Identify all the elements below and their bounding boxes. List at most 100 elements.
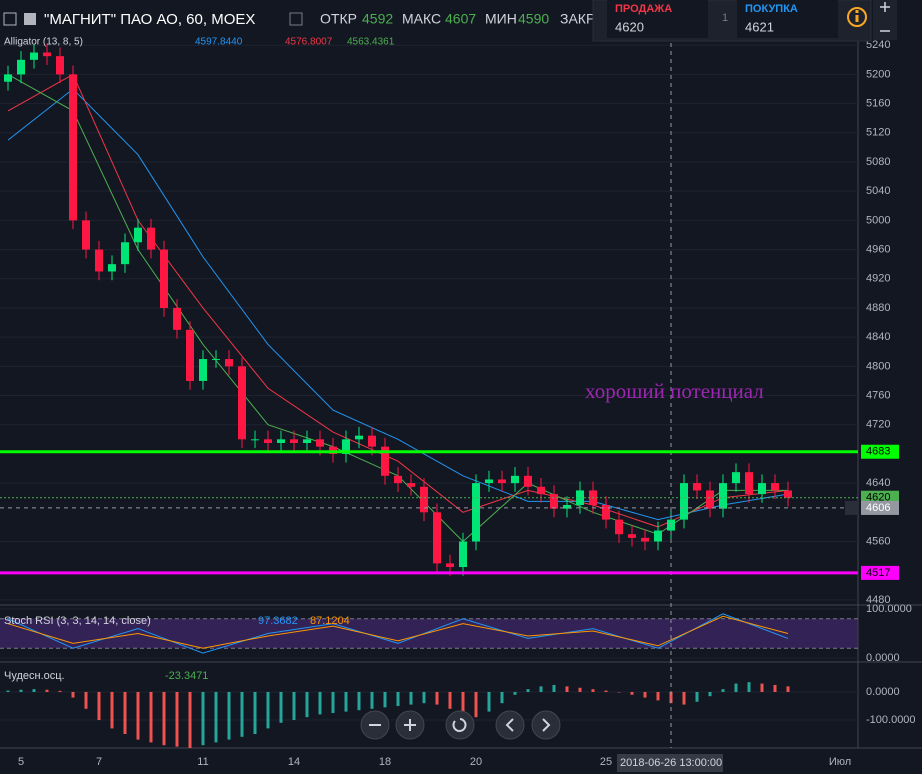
sell-label[interactable]: ПРОДАЖА [615, 3, 672, 15]
oscillator-bar [786, 686, 790, 692]
candle-body [550, 494, 558, 509]
scroll-right-button[interactable] [531, 710, 561, 740]
candle-body [121, 242, 129, 265]
sell-button[interactable] [607, 0, 708, 38]
oscillator-bar [747, 682, 751, 692]
buy-label[interactable]: ПОКУПКА [745, 3, 798, 15]
indicator-value: 87.1204 [310, 615, 350, 627]
oscillator-bar [84, 691, 88, 709]
candle-body [238, 366, 246, 440]
oscillator-bar [487, 691, 491, 712]
candle-body [680, 483, 688, 520]
add-button[interactable] [845, 500, 859, 515]
oscillator-bar [409, 691, 413, 705]
scroll-left-button[interactable] [495, 710, 525, 740]
oscillator-bar [58, 690, 62, 692]
candle-body [82, 220, 90, 250]
oscillator-bar [227, 691, 231, 740]
ohlc-value: 4590 [518, 11, 549, 27]
oscillator-bar [617, 691, 621, 693]
sell-price[interactable]: 4620 [615, 19, 644, 34]
candle-body [303, 439, 311, 443]
oscillator-bar [45, 689, 49, 692]
candle-body [537, 486, 545, 495]
candle-body [459, 541, 467, 568]
collapse-icon[interactable] [3, 12, 17, 26]
quantity[interactable]: 1 [722, 12, 728, 24]
candle-body [17, 59, 25, 75]
candle-body [719, 483, 727, 509]
candle-body [498, 479, 506, 484]
candle-body [368, 435, 376, 447]
candle-body [251, 439, 259, 441]
oscillator-bar [175, 691, 179, 747]
indicator-value: -23.3471 [165, 670, 208, 682]
candle-body [277, 439, 285, 443]
y-tick-label: 5080 [866, 156, 890, 168]
oscillator-bar [500, 691, 504, 704]
buy-price[interactable]: 4621 [745, 19, 774, 34]
symbol-icon[interactable] [24, 13, 36, 25]
candle-body [693, 483, 701, 491]
candle-body [316, 439, 324, 447]
info-icon-dot [855, 10, 859, 13]
y-tick-label: 5200 [866, 68, 890, 80]
candle-body [784, 490, 792, 498]
info-icon[interactable] [847, 7, 867, 27]
stoch-band [0, 618, 858, 649]
oscillator-bar [214, 691, 218, 743]
indicator-value: 4597.8440 [195, 37, 243, 48]
oscillator-bar [578, 687, 582, 692]
oscillator-bar [396, 691, 400, 706]
oscillator-bar [760, 683, 764, 692]
oscillator-bar [305, 691, 309, 718]
candle-body [147, 227, 155, 250]
candle-body [654, 530, 662, 542]
candle-body [511, 475, 519, 484]
price-label: 4517 [866, 567, 890, 579]
candle-body [290, 439, 298, 443]
price-label-box [861, 500, 899, 515]
settings-icon[interactable] [289, 12, 303, 26]
reset-button[interactable] [445, 710, 475, 740]
oscillator-bar [292, 691, 296, 720]
symbol[interactable]: "МАГНИТ" ПАО АО, 60, MOEX [44, 11, 255, 28]
oscillator-bar [591, 689, 595, 692]
candle-body [771, 483, 779, 491]
buy-button[interactable] [737, 0, 838, 38]
oscillator-bar [669, 691, 673, 704]
y-tick-label: 4760 [866, 389, 890, 401]
candle-body [108, 264, 116, 272]
candle-body [628, 534, 636, 538]
candle-body [56, 56, 64, 75]
oscillator-bar [6, 690, 10, 692]
price-label: 4606 [866, 502, 890, 514]
oscillator-bar [565, 686, 569, 692]
y-tick-label: 4960 [866, 243, 890, 255]
oscillator-bar [188, 691, 192, 748]
candle-body [43, 52, 51, 57]
alligator-line [7, 88, 789, 521]
price-label-box [861, 444, 899, 459]
oscillator-bar [240, 691, 244, 737]
y-tick-label: 4840 [866, 331, 890, 343]
y-tick-label: 5040 [866, 185, 890, 197]
oscillator-bar [448, 691, 452, 709]
candle-body [212, 359, 220, 361]
candle-body [641, 537, 649, 542]
oscillator-bar [734, 683, 738, 692]
oscillator-bar [695, 691, 699, 702]
candle-body [69, 74, 77, 221]
y-tick-label: 4480 [866, 594, 890, 606]
candle-body [4, 74, 12, 82]
oscillator-bar [539, 686, 543, 692]
x-tick-label: 11 [197, 756, 208, 768]
zoom-buttons[interactable] [880, 2, 890, 32]
y-tick-label: 4880 [866, 302, 890, 314]
crosshair-time: 2018-06-26 13:00:00 [620, 757, 722, 769]
y-tick-label: 100.0000 [866, 603, 912, 615]
candle-body [264, 439, 272, 443]
x-tick-label: 18 [379, 756, 391, 768]
